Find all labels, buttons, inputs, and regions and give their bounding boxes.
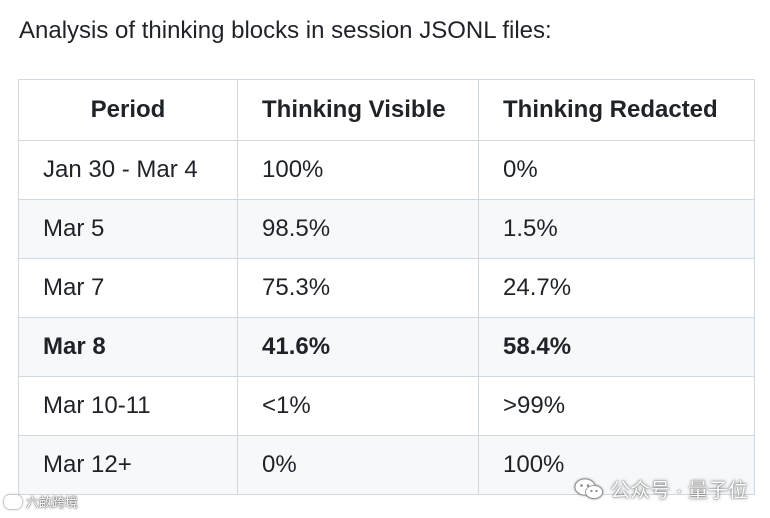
watermark-right-text: 公众号 · 量子位 — [610, 480, 748, 502]
cell-visible: 75.3% — [237, 258, 479, 318]
cell-period: Mar 5 — [18, 199, 238, 259]
table-header-row: Period Thinking Visible Thinking Redacte… — [18, 79, 755, 141]
table-row: Mar 10-11 <1% >99% — [18, 376, 755, 436]
cell-redacted: 0% — [478, 140, 755, 200]
watermark-left: 六畝跨境 — [4, 492, 78, 511]
table-row: Mar 5 98.5% 1.5% — [18, 199, 755, 259]
cell-visible: <1% — [237, 376, 479, 436]
wechat-icon — [574, 478, 604, 499]
header-thinking-redacted: Thinking Redacted — [478, 79, 755, 141]
watermark-left-text: 六畝跨境 — [26, 495, 79, 510]
cell-redacted: 100% — [478, 435, 755, 495]
header-period: Period — [18, 79, 238, 141]
cell-visible: 41.6% — [237, 317, 479, 377]
watermark-logo-icon — [4, 494, 22, 509]
cell-period: Jan 30 - Mar 4 — [18, 140, 238, 200]
cell-visible: 100% — [237, 140, 479, 200]
cell-period: Mar 10-11 — [18, 376, 238, 436]
cell-period: Mar 8 — [18, 317, 238, 377]
table-row: Jan 30 - Mar 4 100% 0% — [18, 140, 755, 200]
table-row: Mar 7 75.3% 24.7% — [18, 258, 755, 318]
table-row: Mar 12+ 0% 100% — [18, 435, 755, 495]
cell-period: Mar 12+ — [18, 435, 238, 495]
intro-text: Analysis of thinking blocks in session J… — [19, 17, 552, 44]
cell-redacted: 1.5% — [478, 199, 755, 259]
thinking-blocks-table: Period Thinking Visible Thinking Redacte… — [18, 79, 755, 495]
cell-redacted: 24.7% — [478, 258, 755, 318]
header-thinking-visible: Thinking Visible — [237, 79, 479, 141]
cell-visible: 0% — [237, 435, 479, 495]
table-row-highlighted: Mar 8 41.6% 58.4% — [18, 317, 755, 377]
cell-redacted: 58.4% — [478, 317, 755, 377]
cell-redacted: >99% — [478, 376, 755, 436]
watermark-right: 公众号 · 量子位 — [574, 474, 748, 503]
cell-visible: 98.5% — [237, 199, 479, 259]
cell-period: Mar 7 — [18, 258, 238, 318]
